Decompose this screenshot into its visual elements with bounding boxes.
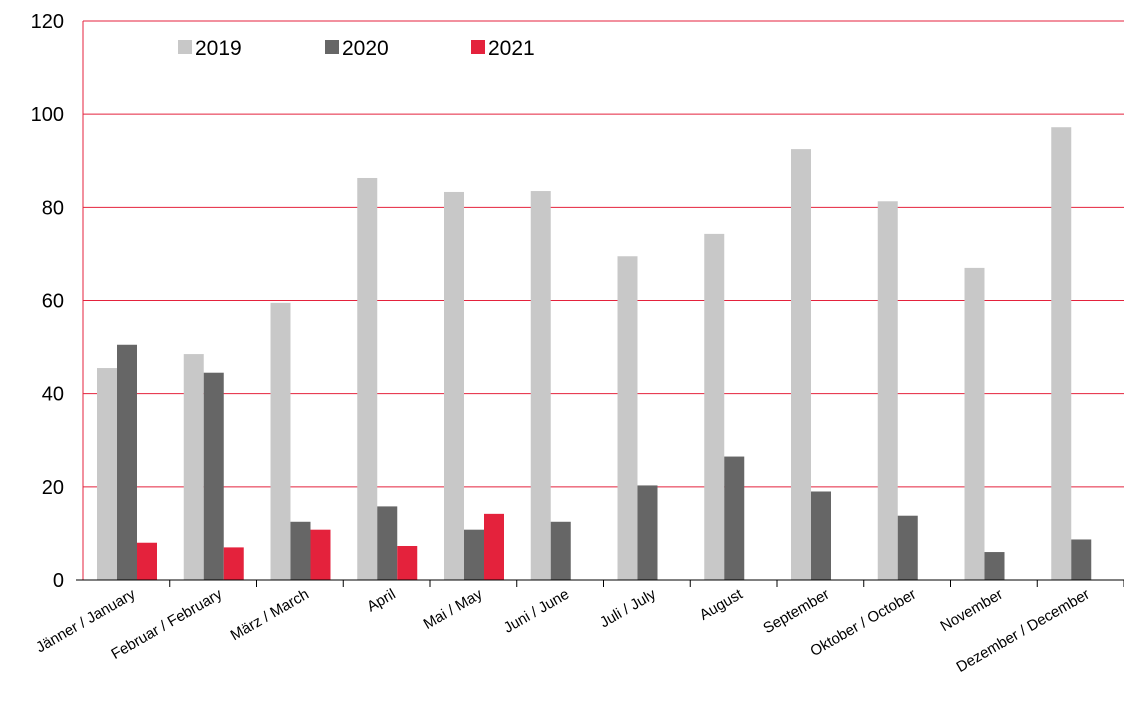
bar-2020-8 xyxy=(724,456,745,580)
bar-2020-11 xyxy=(984,552,1005,580)
bar-2019-9 xyxy=(791,149,811,580)
bar-2021-2 xyxy=(223,547,244,580)
y-tick-label: 120 xyxy=(31,11,64,33)
y-tick-label: 100 xyxy=(31,104,64,126)
x-tick-label: März / March xyxy=(228,586,312,644)
legend-label-2021: 2021 xyxy=(488,37,535,60)
bar-2021-4 xyxy=(397,545,418,580)
bar-2019-12 xyxy=(1051,127,1072,581)
x-tick-label: September xyxy=(760,586,832,637)
bar-2019-8 xyxy=(704,233,725,580)
legend-swatch-2021 xyxy=(471,40,485,54)
y-tick-labels: 0 20 40 60 80 100 120 xyxy=(31,11,64,592)
x-tick-label: Juni / June xyxy=(501,586,572,637)
x-tick-label: Mai / May xyxy=(421,585,486,632)
bar-2019-5 xyxy=(444,191,464,581)
x-tick-label: April xyxy=(364,586,398,616)
legend-label-2020: 2020 xyxy=(342,37,389,60)
bar-2019-2 xyxy=(183,354,204,580)
bar-2020-3 xyxy=(290,521,311,580)
bar-2019-6 xyxy=(530,191,551,580)
legend-swatch-2020 xyxy=(325,40,339,54)
bar-2021-5 xyxy=(484,513,504,580)
bar-2020-7 xyxy=(637,485,658,580)
x-tick-label: August xyxy=(697,585,747,623)
legend: 2019 2020 2021 xyxy=(178,37,535,60)
bar-2019-4 xyxy=(357,177,378,580)
x-tick-label: Juli / July xyxy=(597,585,659,631)
x-tick-label: November xyxy=(937,586,1005,635)
legend-label-2019: 2019 xyxy=(195,37,242,60)
y-tick-label: 80 xyxy=(42,197,64,219)
y-tick-label: 0 xyxy=(53,570,64,592)
bar-2021-1 xyxy=(137,542,157,580)
bars xyxy=(97,127,1092,581)
y-tick-label: 40 xyxy=(42,384,64,406)
bar-2019-10 xyxy=(877,201,898,580)
bar-2020-5 xyxy=(464,529,484,580)
bar-2020-10 xyxy=(897,515,918,580)
bar-2020-9 xyxy=(811,491,831,580)
legend-swatch-2019 xyxy=(178,40,192,54)
y-tick-label: 20 xyxy=(42,477,64,499)
bar-2019-3 xyxy=(270,302,291,580)
bar-2020-1 xyxy=(117,344,137,580)
y-tick-label: 60 xyxy=(42,291,64,313)
bar-2021-3 xyxy=(310,529,331,580)
bar-2020-12 xyxy=(1071,539,1092,580)
gridlines xyxy=(83,20,1124,488)
axes xyxy=(76,21,1124,587)
bar-2020-4 xyxy=(377,506,398,580)
bar-2019-11 xyxy=(964,267,985,580)
bar-2020-2 xyxy=(203,372,224,580)
bar-2020-6 xyxy=(550,521,571,580)
bar-2019-7 xyxy=(617,256,638,580)
bar-2019-1 xyxy=(97,368,117,580)
